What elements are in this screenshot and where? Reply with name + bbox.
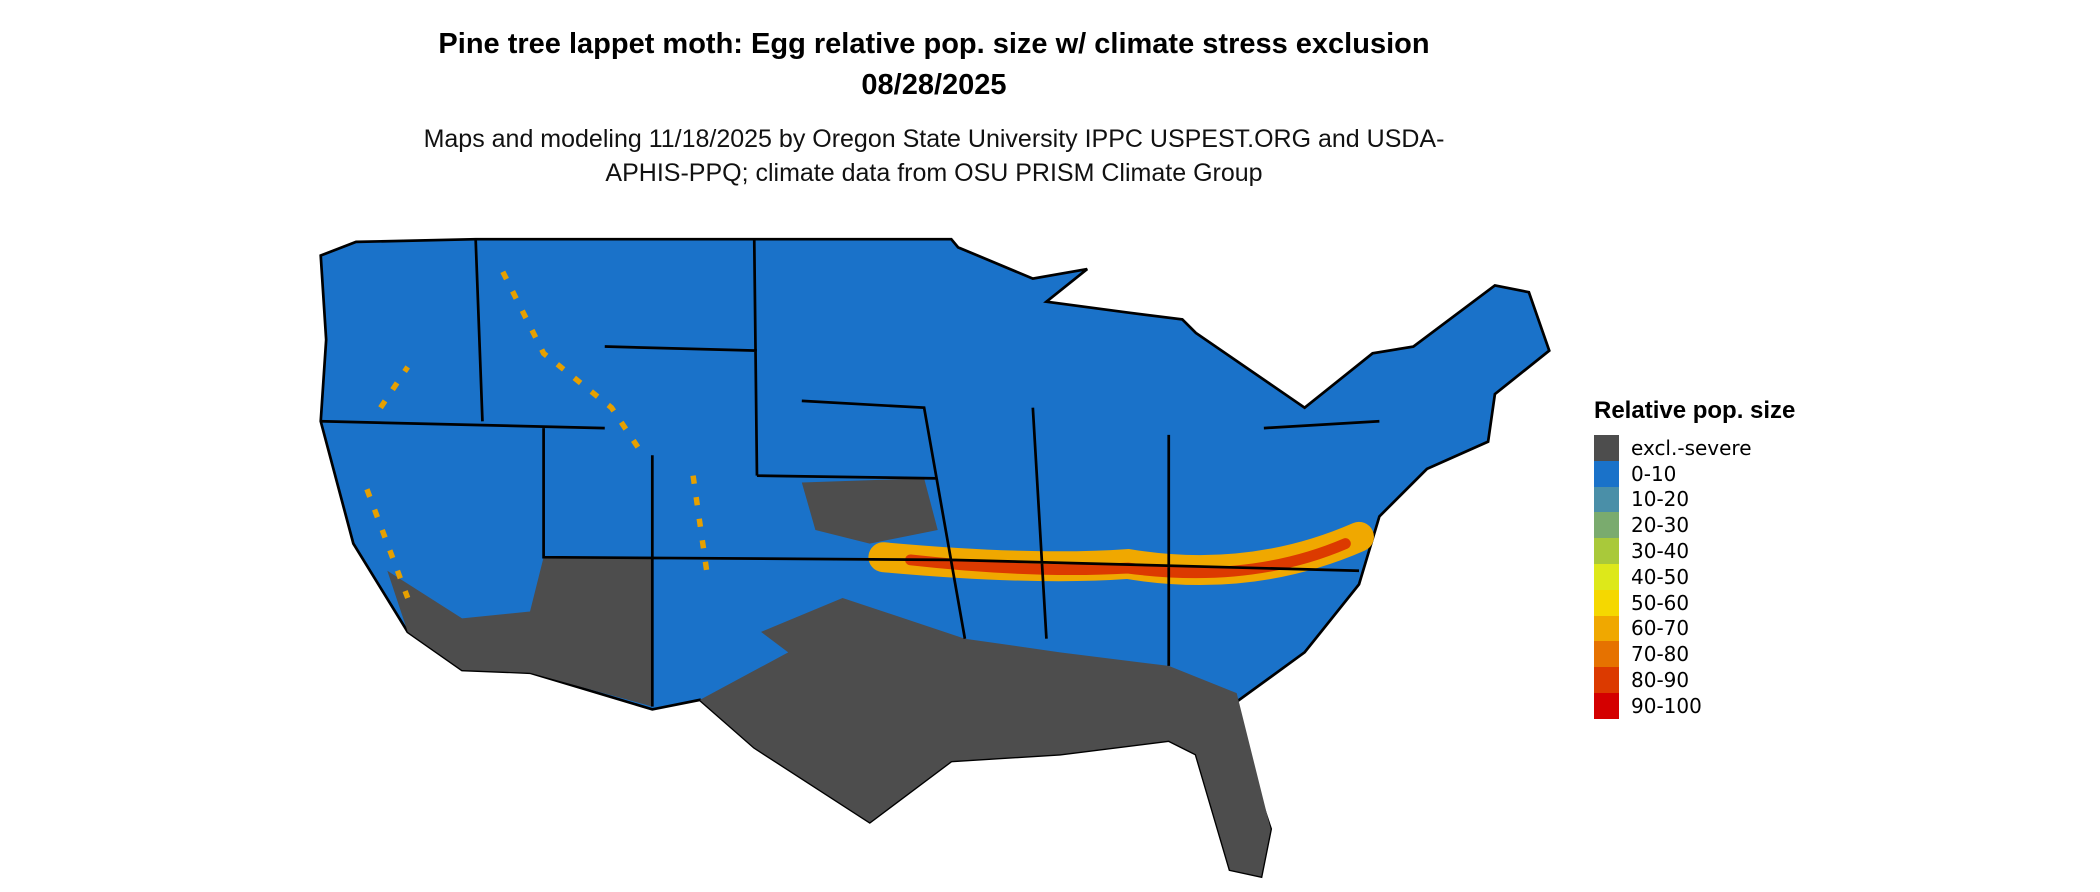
legend-swatch bbox=[1594, 460, 1619, 487]
legend-label: 60-70 bbox=[1631, 616, 1690, 641]
legend-label: 30-40 bbox=[1631, 539, 1690, 564]
legend-label: 80-90 bbox=[1631, 668, 1690, 693]
legend-swatch bbox=[1594, 692, 1619, 719]
excluded-southwest bbox=[387, 557, 653, 707]
high-band-core bbox=[905, 538, 1351, 579]
legend-label: 70-80 bbox=[1631, 642, 1690, 667]
legend-label: excl.-severe bbox=[1631, 435, 1752, 460]
legend-label: 20-30 bbox=[1631, 513, 1690, 538]
legend: Relative pop. size excl.-severe 0-10 10-20… bbox=[1594, 397, 1795, 719]
title: Pine tree lappet moth: Egg relative pop.… bbox=[438, 28, 1430, 101]
legend-swatch bbox=[1594, 667, 1619, 693]
legend-item: 60-70 bbox=[1594, 615, 1795, 642]
legend-swatch bbox=[1594, 435, 1619, 461]
legend-label: 90-100 bbox=[1631, 693, 1702, 718]
legend-swatch bbox=[1594, 563, 1619, 590]
legend-swatch bbox=[1594, 512, 1619, 539]
legend-item: 70-80 bbox=[1594, 641, 1795, 668]
subtitle: Maps and modeling 11/18/2025 by Oregon S… bbox=[423, 125, 1445, 187]
legend-swatch bbox=[1594, 589, 1619, 616]
excluded-plains bbox=[801, 478, 938, 544]
legend-item: 30-40 bbox=[1594, 538, 1795, 564]
excluded-south bbox=[699, 597, 1271, 877]
legend-swatch bbox=[1594, 615, 1619, 642]
legend-item: 40-50 bbox=[1594, 563, 1795, 590]
legend-label: 10-20 bbox=[1631, 487, 1690, 512]
legend-label: 0-10 bbox=[1631, 461, 1677, 486]
legend-swatch bbox=[1594, 486, 1619, 513]
west-patches bbox=[364, 270, 710, 599]
legend-title: Relative pop. size bbox=[1594, 397, 1796, 424]
state-lines bbox=[320, 239, 1380, 707]
legend-item: excl.-severe bbox=[1594, 435, 1795, 461]
legend-item: 80-90 bbox=[1594, 667, 1795, 693]
legend-item: 20-30 bbox=[1594, 512, 1795, 539]
legend-label: 40-50 bbox=[1631, 564, 1690, 589]
legend-item: 50-60 bbox=[1594, 589, 1795, 616]
legend-item: 10-20 bbox=[1594, 486, 1795, 513]
legend-swatch bbox=[1594, 641, 1619, 668]
legend-label: 50-60 bbox=[1631, 590, 1690, 615]
legend-item: 90-100 bbox=[1594, 692, 1795, 719]
legend-swatch bbox=[1594, 538, 1619, 564]
legend-item: 0-10 bbox=[1594, 460, 1795, 487]
